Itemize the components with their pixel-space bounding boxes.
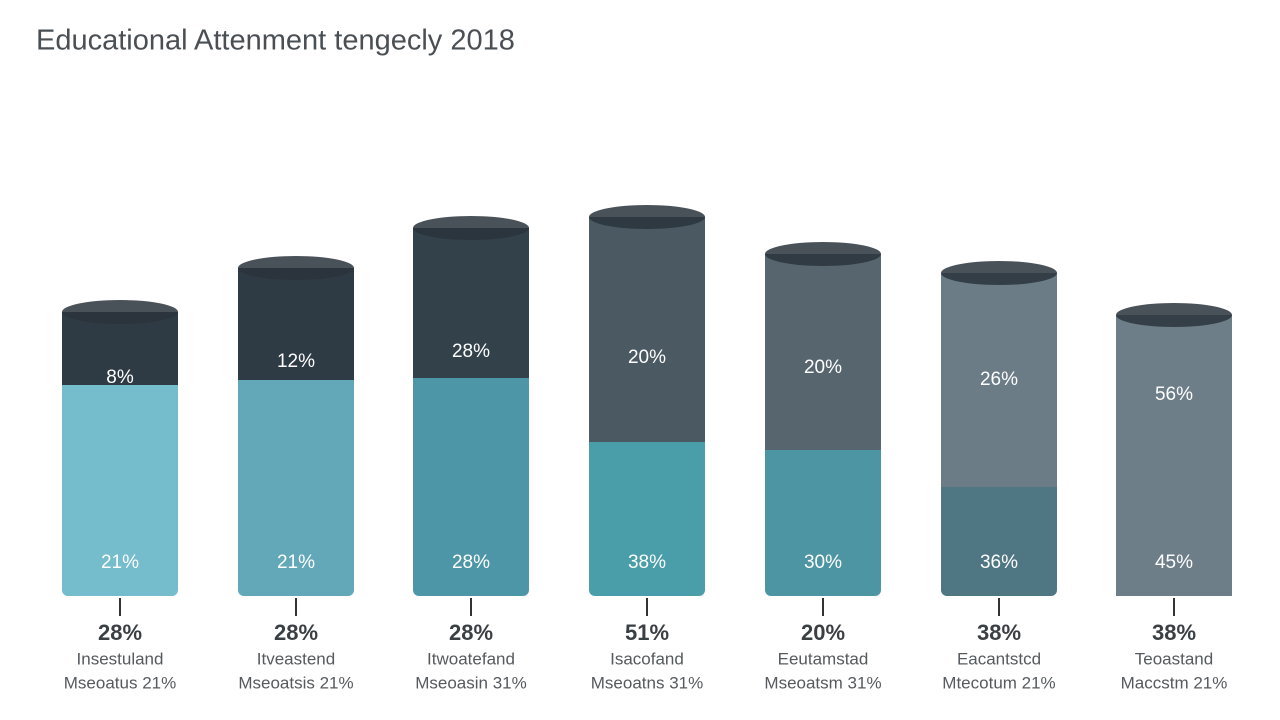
value-label: 28%: [98, 620, 142, 645]
caption: Insestuland: [77, 649, 164, 668]
bottom-label: 30%: [804, 552, 842, 573]
bottom-label: 36%: [980, 552, 1018, 573]
cylinder-upper: [238, 268, 354, 380]
top-label: 28%: [452, 341, 490, 362]
caption: Maccstm 21%: [1121, 673, 1228, 692]
cylinder-cap: [589, 205, 705, 229]
cylinder-cap: [765, 242, 881, 266]
top-label: 20%: [628, 347, 666, 368]
cylinder-upper: [1116, 315, 1232, 596]
value-label: 20%: [801, 620, 845, 645]
caption: Eeutamstad: [778, 649, 869, 668]
caption: Isacofand: [610, 649, 684, 668]
top-label: 56%: [1155, 384, 1193, 405]
cylinder-upper: [62, 312, 178, 385]
value-label: 51%: [625, 620, 669, 645]
cylinder-cap: [1116, 303, 1232, 327]
caption: Mseoatns 31%: [591, 673, 703, 692]
bottom-label: 21%: [101, 552, 139, 573]
cylinder-upper: [589, 217, 705, 442]
bottom-label: 38%: [628, 552, 666, 573]
caption: Mtecotum 21%: [942, 673, 1055, 692]
cylinder-upper: [941, 273, 1057, 487]
caption: Itwoatefand: [427, 649, 515, 668]
bottom-label: 28%: [452, 552, 490, 573]
top-label: 8%: [106, 367, 134, 388]
cylinder-cap: [62, 300, 178, 324]
caption: Mseoatsis 21%: [238, 673, 353, 692]
value-label: 28%: [274, 620, 318, 645]
top-label: 12%: [277, 351, 315, 372]
cylinder-upper: [765, 254, 881, 450]
top-label: 20%: [804, 357, 842, 378]
caption: Mseoatsm 31%: [764, 673, 881, 692]
cylinder-cap: [413, 216, 529, 240]
caption: Teoastand: [1135, 649, 1213, 668]
value-label: 38%: [1152, 620, 1196, 645]
cylinder-upper: [413, 228, 529, 378]
caption: Itveastend: [257, 649, 335, 668]
chart-title: Educational Attenment tengecly 2018: [36, 25, 515, 57]
caption: Eacantstcd: [957, 649, 1041, 668]
bottom-label: 45%: [1155, 552, 1193, 573]
value-label: 38%: [977, 620, 1021, 645]
caption: Mseoasin 31%: [415, 673, 527, 692]
cylinder-cap: [941, 261, 1057, 285]
value-label: 28%: [449, 620, 493, 645]
cylinder-cap: [238, 256, 354, 280]
top-label: 26%: [980, 369, 1018, 390]
caption: Mseoatus 21%: [64, 673, 176, 692]
bottom-label: 21%: [277, 552, 315, 573]
